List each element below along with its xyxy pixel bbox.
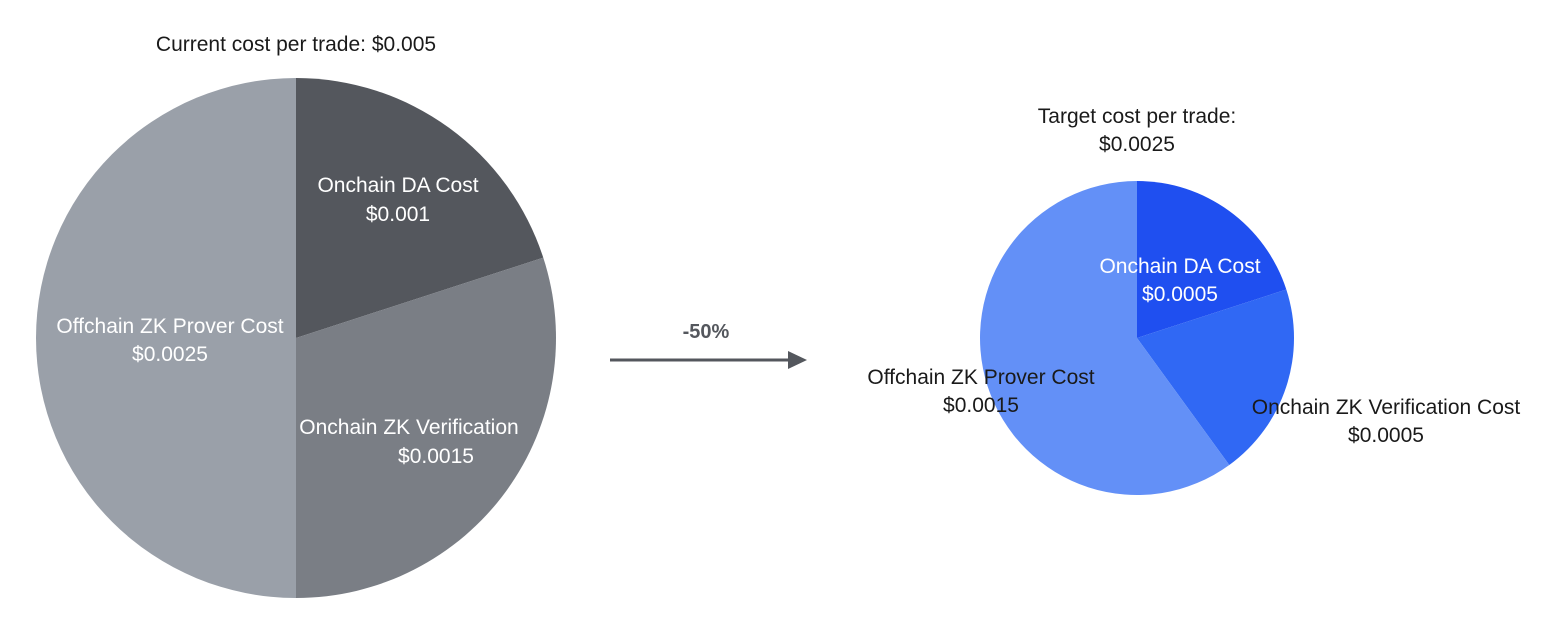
target-cost-pie: Target cost per trade: $0.0025 Onchain D…	[867, 105, 1521, 496]
target-cost-title-line-1: Target cost per trade:	[1038, 105, 1236, 128]
current-zk-verification-slice	[296, 257, 556, 598]
current-zk-prover-label: Offchain ZK Prover Cost	[56, 315, 283, 338]
target-zk-prover-label: Offchain ZK Prover Cost	[867, 366, 1094, 389]
target-cost-title-line-2: $0.0025	[1099, 133, 1175, 156]
target-da-cost-label: Onchain DA Cost	[1099, 255, 1260, 278]
target-da-cost-value: $0.0005	[1142, 283, 1218, 306]
current-zk-verification-value: $0.0015	[398, 445, 474, 468]
target-zk-verification-value: $0.0005	[1348, 424, 1424, 447]
current-da-cost-value: $0.001	[366, 203, 430, 226]
current-cost-title: Current cost per trade: $0.005	[156, 33, 436, 56]
current-zk-verification-label: Onchain ZK Verification	[299, 416, 518, 439]
target-zk-prover-slice	[980, 181, 1230, 496]
current-zk-prover-slice	[36, 78, 296, 598]
reduction-arrow: -50%	[610, 321, 807, 369]
target-zk-prover-value: $0.0015	[943, 394, 1019, 417]
current-cost-pie: Current cost per trade: $0.005 Onchain D…	[36, 33, 556, 598]
current-cost-pie-slices	[36, 78, 556, 598]
arrow-head	[788, 351, 807, 369]
target-da-cost-slice	[1137, 180, 1287, 338]
target-zk-verification-slice	[1137, 289, 1295, 466]
target-cost-pie-slices	[980, 180, 1295, 496]
reduction-label: -50%	[683, 321, 730, 343]
current-da-cost-label: Onchain DA Cost	[317, 174, 478, 197]
target-zk-verification-label: Onchain ZK Verification Cost	[1252, 396, 1521, 419]
current-da-cost-slice	[296, 78, 544, 338]
current-zk-prover-value: $0.0025	[132, 343, 208, 366]
